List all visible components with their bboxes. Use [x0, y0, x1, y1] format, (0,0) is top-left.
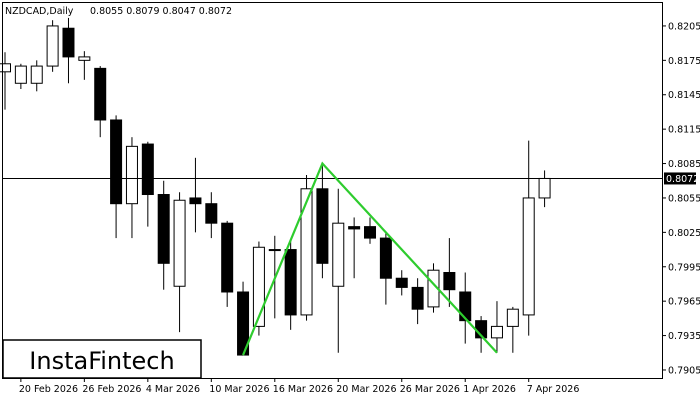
candle-body — [348, 226, 361, 230]
candle — [0, 52, 11, 110]
candle-body — [94, 67, 107, 121]
brand-logo-box — [2, 339, 202, 379]
y-tick-label: 0.8205 — [668, 21, 700, 32]
candle-body — [538, 177, 551, 199]
candle — [30, 60, 43, 92]
candles-layer — [0, 17, 551, 356]
current-price-tag-label: 0.8072 — [666, 174, 699, 185]
candle-body — [205, 203, 218, 224]
y-axis: 0.8205 0.8175 0.8145 0.8115 0.8085 0.8055 0.80… — [662, 21, 700, 376]
candle — [459, 272, 472, 344]
candle — [316, 163, 329, 279]
x-axis: 20 Feb 2026 26 Feb 2026 4 Mar 2026 10 Mar 2… — [19, 378, 580, 395]
x-tick-label: 26 Mar 2026 — [400, 384, 460, 395]
y-tick-label: 0.8085 — [668, 159, 700, 170]
x-tick-label: 16 Mar 2026 — [273, 384, 333, 395]
candle — [221, 220, 234, 307]
candle — [62, 17, 75, 84]
candle-body — [125, 145, 138, 205]
candle-body — [490, 325, 503, 339]
candle-body — [284, 249, 297, 316]
candle — [443, 238, 456, 307]
candle-body — [411, 286, 424, 310]
x-tick-label: 10 Mar 2026 — [209, 384, 269, 395]
candle — [490, 301, 503, 353]
candle — [205, 192, 218, 239]
candle-body — [443, 271, 456, 291]
chart-symbol-label: NZDCAD,Daily — [5, 6, 74, 17]
candle — [332, 188, 345, 353]
candle-body — [141, 143, 154, 196]
y-tick-label: 0.7995 — [668, 262, 700, 273]
y-tick-label: 0.8175 — [668, 56, 700, 67]
candle — [46, 20, 59, 72]
y-tick-label: 0.8145 — [668, 90, 700, 101]
candle-body — [395, 277, 408, 288]
x-tick-label: 20 Feb 2026 — [19, 384, 78, 395]
candle — [173, 192, 186, 333]
candle — [125, 137, 138, 239]
candle-body — [157, 194, 170, 264]
candle-body — [332, 222, 345, 287]
brand-logo: InstaFintech — [2, 339, 202, 379]
candle — [348, 217, 361, 279]
current-price-tag: 0.8072 — [664, 172, 699, 185]
double-bottom-pattern-line — [242, 161, 498, 356]
candle-body — [221, 222, 234, 293]
candle — [379, 232, 392, 305]
candle-body — [268, 249, 281, 252]
candle-body — [459, 291, 472, 322]
y-tick-label: 0.8055 — [668, 193, 700, 204]
candle-body — [506, 308, 519, 327]
y-tick-label: 0.7905 — [668, 365, 700, 376]
candle — [364, 217, 377, 244]
candle — [157, 180, 170, 290]
x-tick-label: 20 Mar 2026 — [336, 384, 396, 395]
current-price-tag-bg — [664, 172, 696, 185]
candle — [395, 270, 408, 296]
candle-body — [0, 63, 11, 73]
candle — [78, 51, 91, 80]
plot-area-border — [2, 2, 663, 379]
x-tick-label: 26 Feb 2026 — [82, 384, 141, 395]
candle-body — [46, 25, 59, 67]
candle — [252, 241, 265, 336]
candle-body — [364, 226, 377, 239]
candle — [14, 63, 27, 90]
brand-logo-text: InstaFintech — [29, 347, 174, 375]
candle-body — [379, 237, 392, 279]
y-tick-label: 0.8025 — [668, 228, 700, 239]
candle — [110, 115, 123, 239]
candle — [411, 278, 424, 325]
candle-body — [62, 27, 75, 58]
y-tick-label: 0.7935 — [668, 331, 700, 342]
candle-body — [189, 197, 202, 205]
candle — [189, 157, 202, 233]
x-tick-label: 4 Mar 2026 — [146, 384, 200, 395]
candle-body — [300, 188, 313, 316]
chart-ohlc-label: 0.8055 0.8079 0.8047 0.8072 — [90, 6, 232, 17]
candle — [300, 175, 313, 321]
candle — [94, 66, 107, 138]
y-tick-label: 0.8115 — [668, 125, 700, 136]
candle — [522, 140, 535, 336]
candle-body — [110, 119, 123, 205]
candle — [284, 240, 297, 330]
candle-body — [14, 65, 27, 84]
candle-body — [78, 56, 91, 61]
x-tick-label: 1 Apr 2026 — [463, 384, 516, 395]
candle-body — [252, 246, 265, 327]
candle-body — [522, 197, 535, 316]
y-tick-label: 0.7965 — [668, 297, 700, 308]
candle-body — [316, 188, 329, 264]
candle-body — [173, 199, 186, 287]
x-tick-label: 7 Apr 2026 — [527, 384, 580, 395]
candle — [506, 306, 519, 353]
candle-body — [30, 65, 43, 84]
candle — [141, 141, 154, 227]
